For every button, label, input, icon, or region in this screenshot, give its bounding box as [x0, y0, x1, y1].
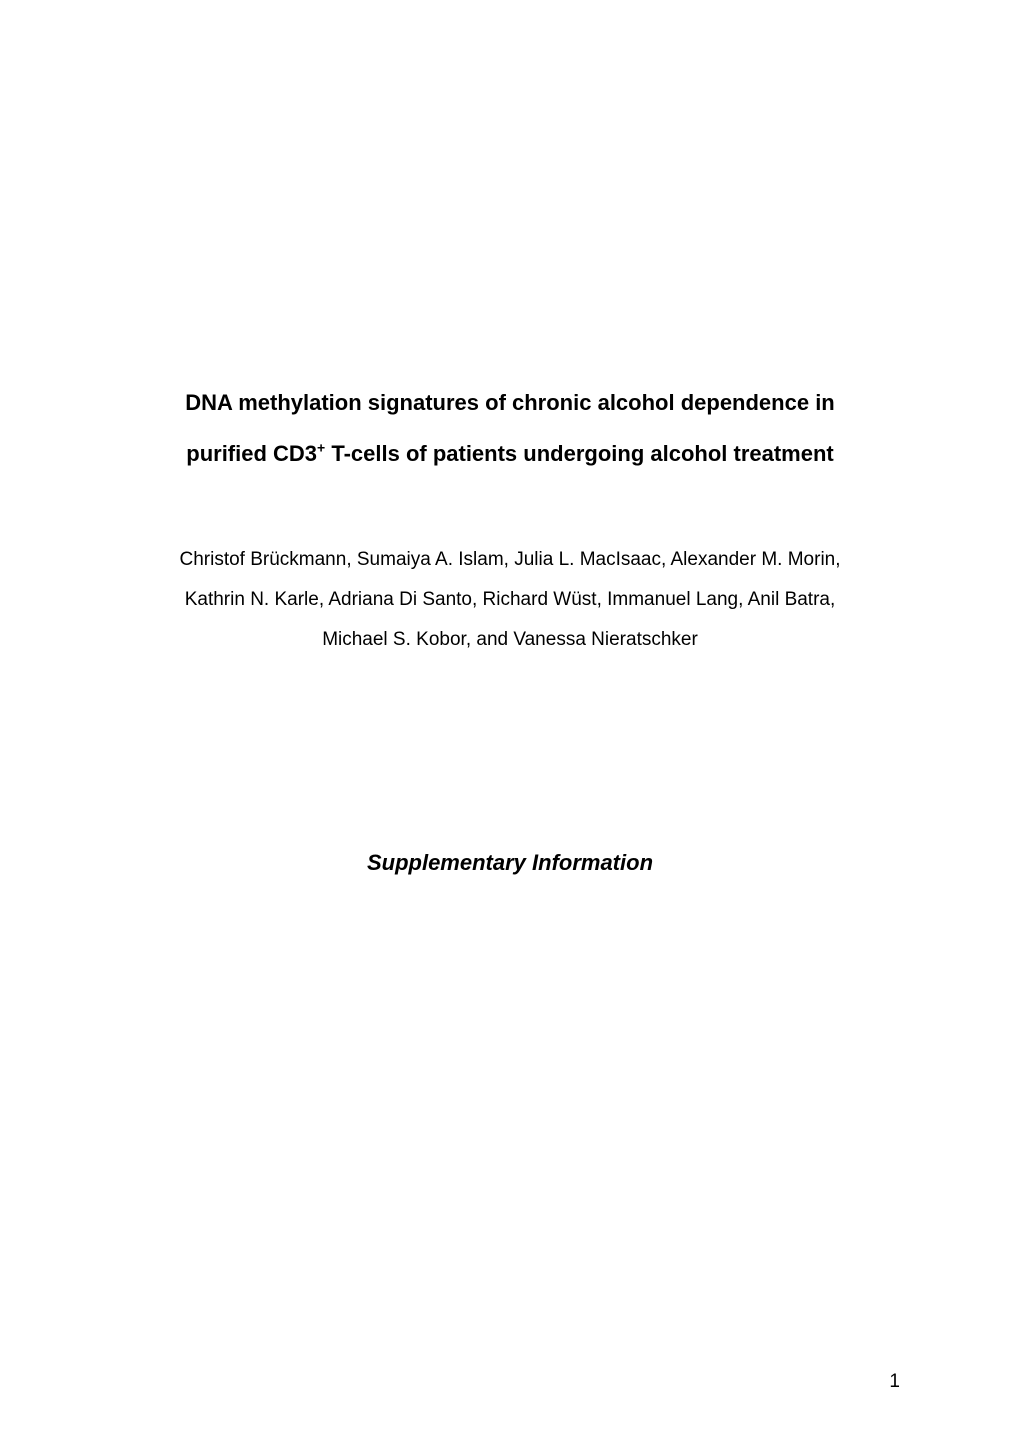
supplementary-heading: Supplementary Information [120, 850, 900, 876]
page-number-container: 1 [889, 1371, 900, 1393]
page-number: 1 [889, 1371, 900, 1392]
title-line-2-pre: purified CD3 [186, 441, 317, 466]
authors-line-3: Michael S. Kobor, and Vanessa Nieratschk… [120, 620, 900, 660]
authors-line-1: Christof Brückmann, Sumaiya A. Islam, Ju… [120, 540, 900, 580]
title-superscript: + [317, 439, 325, 455]
supplementary-section: Supplementary Information [120, 850, 900, 876]
title-section: DNA methylation signatures of chronic al… [120, 378, 900, 479]
document-page: DNA methylation signatures of chronic al… [0, 0, 1020, 1443]
title-line-1: DNA methylation signatures of chronic al… [120, 378, 900, 429]
authors-section: Christof Brückmann, Sumaiya A. Islam, Ju… [120, 540, 900, 660]
title-line-2: purified CD3+ T-cells of patients underg… [120, 429, 900, 480]
authors-line-2: Kathrin N. Karle, Adriana Di Santo, Rich… [120, 580, 900, 620]
title-line-2-post: T-cells of patients undergoing alcohol t… [325, 441, 834, 466]
